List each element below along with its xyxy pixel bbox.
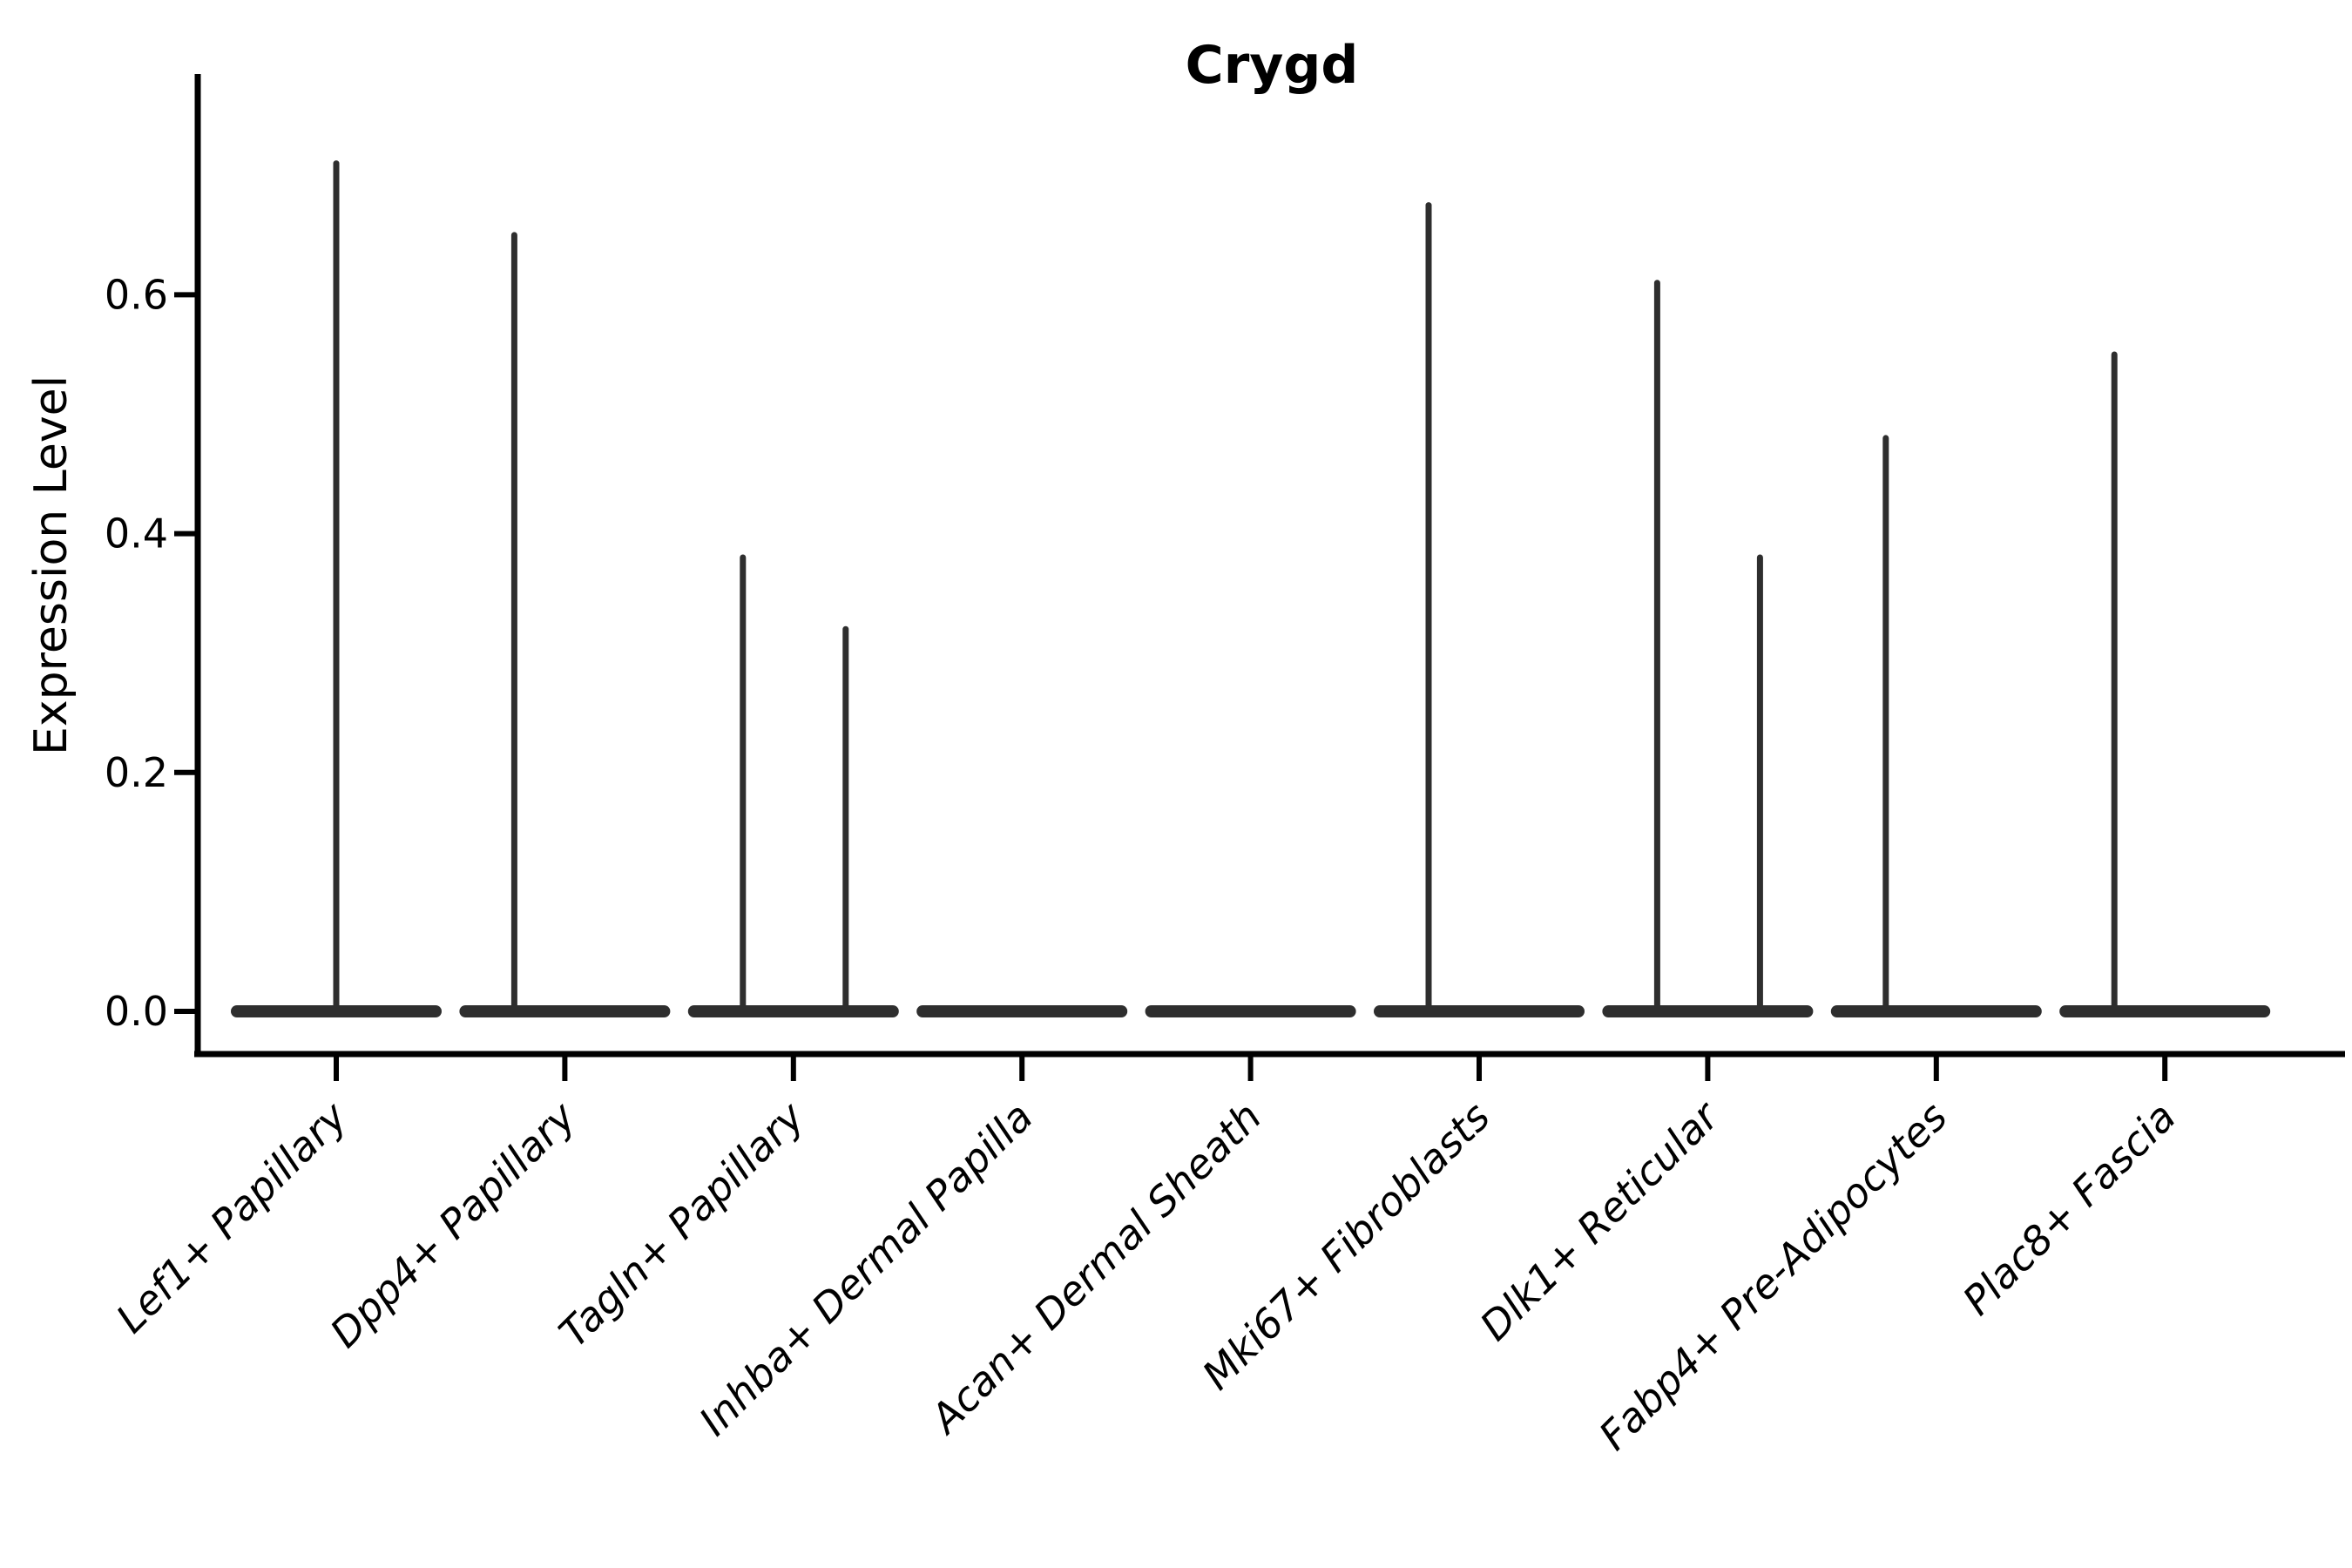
violin-base — [687, 1005, 899, 1017]
violin-base — [1145, 1005, 1356, 1017]
violin-base — [459, 1005, 671, 1017]
violin-base — [916, 1005, 1128, 1017]
x-category-label: Tagln+ Papillary — [550, 1092, 814, 1356]
violin-base — [1602, 1005, 1814, 1017]
violin-base — [1374, 1005, 1585, 1017]
y-tick-label: 0.2 — [105, 749, 168, 796]
chart-title: Crygd — [1186, 35, 1359, 96]
y-tick-label: 0.6 — [105, 271, 168, 318]
y-axis-label: Expression Level — [25, 375, 78, 755]
x-category-label: Lef1+ Papillary — [107, 1092, 356, 1342]
x-category-label: Dpp4+ Papillary — [321, 1092, 585, 1356]
x-category-label: Plac8+ Fascia — [1954, 1093, 2185, 1324]
y-tick-label: 0.4 — [105, 510, 168, 558]
x-category-label: Dlk1+ Reticular — [1471, 1091, 1730, 1349]
y-tick-label: 0.0 — [105, 988, 168, 1035]
violin-base — [1830, 1005, 2042, 1017]
violin-base — [2059, 1005, 2271, 1017]
